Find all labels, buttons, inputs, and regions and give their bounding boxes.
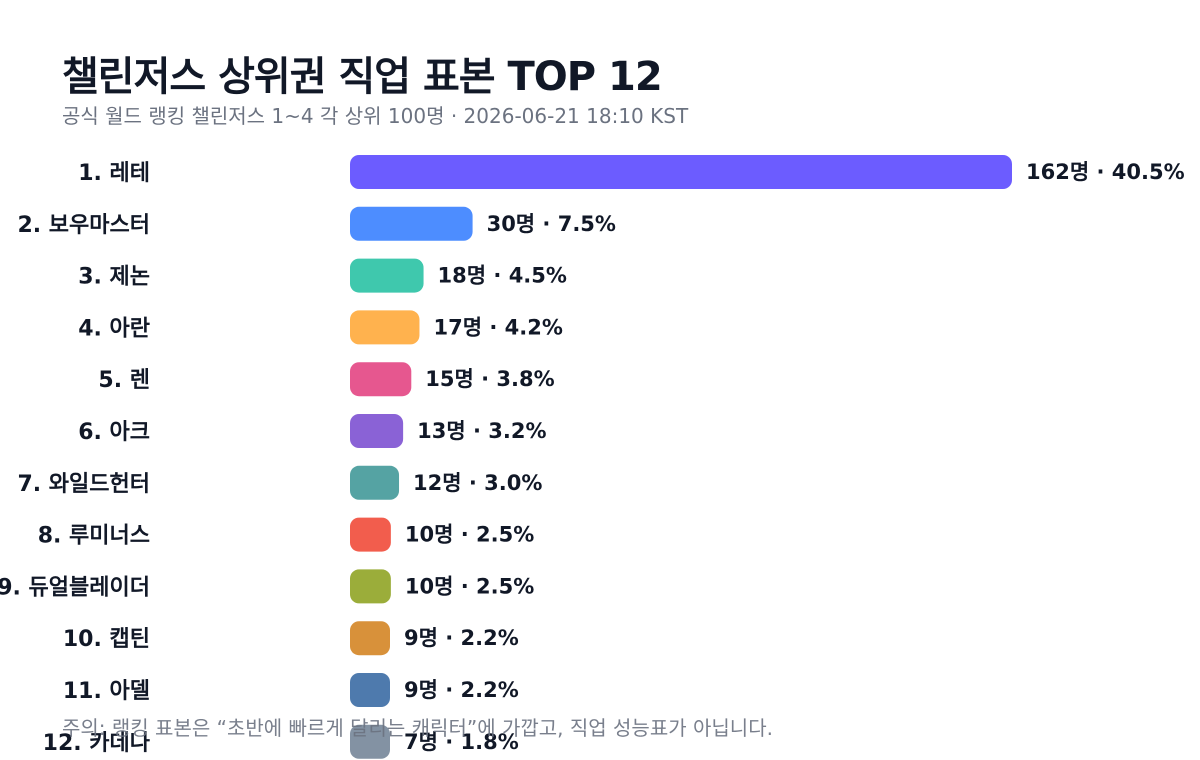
bar-row: 3. 제논 18명 · 4.5% (78, 258, 567, 293)
category-label: 7. 와일드헌터 (17, 472, 150, 497)
bar (350, 673, 390, 707)
bar (350, 362, 412, 397)
bar-row: 2. 보우마스터 30명 · 7.5% (17, 206, 616, 241)
value-label: 10명 · 2.5% (405, 523, 534, 547)
bar (350, 621, 390, 656)
bar-row: 10. 캡틴 9명 · 2.2% (63, 621, 519, 656)
bar (350, 414, 404, 448)
category-label: 12. 카데나 (43, 731, 150, 756)
value-label: 12명 · 3.0% (413, 471, 542, 495)
value-label: 17명 · 4.2% (433, 315, 562, 339)
value-label: 30명 · 7.5% (487, 212, 616, 236)
category-label: 2. 보우마스터 (17, 213, 150, 238)
bar-row: 6. 아크 13명 · 3.2% (78, 414, 547, 448)
category-label: 6. 아크 (78, 420, 150, 445)
category-label: 9. 듀얼블레이더 (0, 575, 150, 600)
bar-row: 5. 렌 15명 · 3.8% (98, 362, 555, 397)
bar-row: 4. 아란 17명 · 4.2% (78, 310, 563, 345)
value-label: 13명 · 3.2% (417, 419, 546, 443)
bar (350, 465, 400, 500)
bar-row: 12. 카데나 7명 · 1.8% (43, 724, 519, 759)
category-label: 4. 아란 (78, 316, 150, 341)
category-label: 8. 루미너스 (38, 524, 150, 549)
bar (350, 724, 390, 759)
category-label: 10. 캡틴 (63, 627, 150, 652)
bar-row: 11. 아델 9명 · 2.2% (63, 673, 519, 707)
chart-title: 챌린저스 상위권 직업 표본 TOP 12 (62, 54, 663, 100)
bar (350, 258, 424, 293)
value-label: 15명 · 3.8% (425, 367, 554, 391)
value-label: 18명 · 4.5% (438, 264, 567, 288)
bar (350, 155, 1012, 189)
bar-row: 8. 루미너스 10명 · 2.5% (38, 517, 534, 552)
value-label: 162명 · 40.5% (1026, 160, 1185, 184)
bar (350, 206, 473, 241)
category-label: 3. 제논 (78, 265, 150, 290)
bar-row: 9. 듀얼블레이더 10명 · 2.5% (0, 569, 534, 604)
value-label: 7명 · 1.8% (404, 730, 519, 754)
bar-row: 1. 레테 162명 · 40.5% (78, 155, 1185, 189)
chart-footnote: 주의: 랭킹 표본은 “초반에 빠르게 달리는 캐릭터”에 가깝고, 직업 성능… (62, 716, 773, 740)
value-label: 9명 · 2.2% (404, 626, 519, 650)
bar (350, 569, 391, 604)
category-label: 1. 레테 (78, 161, 150, 186)
value-label: 10명 · 2.5% (405, 574, 534, 598)
category-label: 5. 렌 (98, 368, 150, 393)
bar-row: 7. 와일드헌터 12명 · 3.0% (17, 465, 542, 500)
value-label: 9명 · 2.2% (404, 678, 519, 702)
category-label: 11. 아델 (63, 679, 150, 704)
bar (350, 517, 391, 552)
chart-subtitle: 공식 월드 랭킹 챌린저스 1~4 각 상위 100명 · 2026-06-21… (62, 104, 689, 128)
bar (350, 310, 420, 345)
